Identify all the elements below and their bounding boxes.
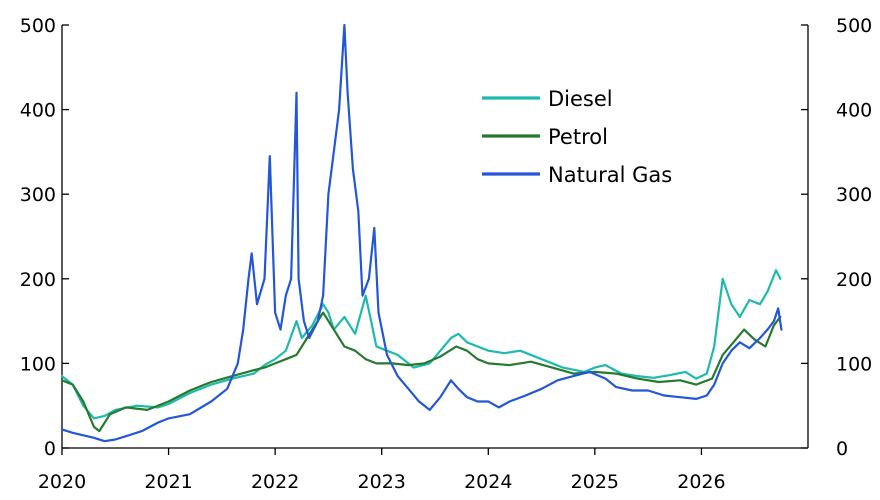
x-tick-label: 2021	[144, 471, 192, 493]
x-tick-label: 2024	[464, 471, 512, 493]
y-right-tick-label: 200	[836, 269, 872, 291]
x-tick-label: 2020	[38, 471, 86, 493]
y-right-tick-label: 100	[836, 353, 872, 375]
series-line-petrol	[60, 311, 782, 433]
y-left-tick-label: 0	[44, 438, 56, 460]
y-left-tick-label: 400	[20, 100, 56, 122]
series-line-natural-gas	[60, 23, 783, 443]
y-left-tick-label: 200	[20, 269, 56, 291]
y-left-tick-label: 500	[20, 15, 56, 37]
legend-label-petrol: Petrol	[548, 125, 608, 149]
series-lines	[60, 23, 783, 443]
y-right-tick-label: 0	[836, 438, 848, 460]
x-tick-label: 2023	[358, 471, 406, 493]
y-right-tick-label: 400	[836, 100, 872, 122]
legend: Diesel Petrol Natural Gas	[482, 87, 672, 187]
legend-label-diesel: Diesel	[548, 87, 613, 111]
y-axis-right-ticks: 0 100 200 300 400 500	[801, 15, 872, 460]
y-right-tick-label: 500	[836, 15, 872, 37]
x-tick-label: 2026	[677, 471, 725, 493]
y-right-tick-label: 300	[836, 184, 872, 206]
y-axis-left-ticks: 0 100 200 300 400 500	[20, 15, 69, 460]
legend-label-natural-gas: Natural Gas	[548, 163, 672, 187]
x-tick-label: 2025	[571, 471, 619, 493]
y-left-tick-label: 100	[20, 353, 56, 375]
x-tick-label: 2022	[251, 471, 299, 493]
x-axis-ticks: 2020 2021 2022 2023 2024 2025 2026	[38, 448, 726, 493]
series-line-diesel	[60, 269, 782, 420]
y-left-tick-label: 300	[20, 184, 56, 206]
